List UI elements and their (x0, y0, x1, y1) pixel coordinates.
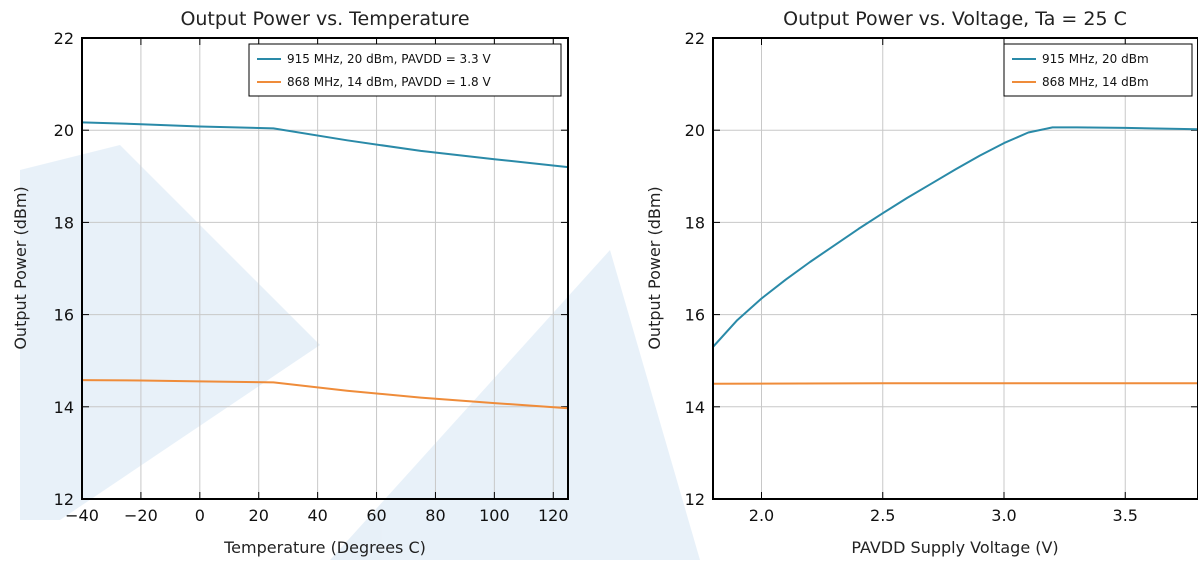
y-tick-labels: 12 14 16 18 20 22 (685, 29, 705, 509)
x-tick-label: 60 (366, 506, 386, 525)
legend-entry-915mhz: 915 MHz, 20 dBm, PAVDD = 3.3 V (287, 52, 491, 66)
x-tick-label: 80 (425, 506, 445, 525)
x-axis-label: PAVDD Supply Voltage (V) (851, 538, 1058, 557)
y-tick-label: 14 (54, 398, 74, 417)
y-tick-label: 12 (54, 490, 74, 509)
watermark-logo (20, 145, 700, 560)
y-tick-label: 16 (685, 306, 705, 325)
y-tick-label: 20 (685, 121, 705, 140)
x-tick-label: 2.0 (749, 506, 774, 525)
series-line-868mhz (82, 379, 568, 410)
y-tick-label: 22 (685, 29, 705, 48)
x-tick-label: 3.0 (991, 506, 1016, 525)
chart-title: Output Power vs. Temperature (180, 8, 469, 30)
y-tick-label: 20 (54, 121, 74, 140)
x-tick-label: 3.5 (1113, 506, 1138, 525)
x-tick-label: 40 (307, 506, 327, 525)
y-axis-label: Output Power (dBm) (645, 186, 664, 349)
y-axis-label: Output Power (dBm) (11, 186, 30, 349)
series-line-868mhz (713, 382, 1198, 385)
x-tick-labels: −40 −20 0 20 40 60 80 100 120 (65, 506, 568, 525)
y-tick-label: 22 (54, 29, 74, 48)
x-tick-label: 120 (538, 506, 569, 525)
y-tick-label: 16 (54, 306, 74, 325)
chart-title: Output Power vs. Voltage, Ta = 25 C (783, 8, 1127, 30)
y-tick-label: 18 (685, 213, 705, 232)
grid-lines (713, 37, 1198, 500)
y-tick-label: 18 (54, 213, 74, 232)
x-tick-labels: 2.0 2.5 3.0 3.5 (749, 506, 1138, 525)
x-tick-label: 0 (195, 506, 205, 525)
x-tick-label: −20 (124, 506, 158, 525)
x-tick-label: 100 (479, 506, 510, 525)
y-tick-label: 12 (685, 490, 705, 509)
x-axis-label: Temperature (Degrees C) (223, 538, 426, 557)
legend: 915 MHz, 20 dBm 868 MHz, 14 dBm (1003, 43, 1193, 97)
x-tick-label: −40 (65, 506, 99, 525)
series-line-915mhz (82, 121, 568, 169)
legend-box (1003, 43, 1193, 97)
plot-frame (81, 37, 569, 500)
y-tick-label: 14 (685, 398, 705, 417)
y-tick-labels: 12 14 16 18 20 22 (54, 29, 74, 509)
x-tick-label: 2.5 (870, 506, 895, 525)
legend-box (248, 43, 562, 97)
legend-entry-868mhz: 868 MHz, 14 dBm, PAVDD = 1.8 V (287, 75, 491, 89)
chart-voltage: Output Power vs. Voltage, Ta = 25 C 2.0 2… (645, 8, 1198, 557)
chart-temperature: Output Power vs. Temperature −40 −20 0 20 40… (11, 8, 569, 557)
x-tick-label: 20 (249, 506, 269, 525)
legend-entry-915mhz: 915 MHz, 20 dBm (1042, 52, 1149, 66)
legend-entry-868mhz: 868 MHz, 14 dBm (1042, 75, 1149, 89)
plot-frame (712, 37, 1198, 500)
series-line-915mhz (713, 126, 1198, 348)
legend: 915 MHz, 20 dBm, PAVDD = 3.3 V 868 MHz, … (248, 43, 562, 97)
